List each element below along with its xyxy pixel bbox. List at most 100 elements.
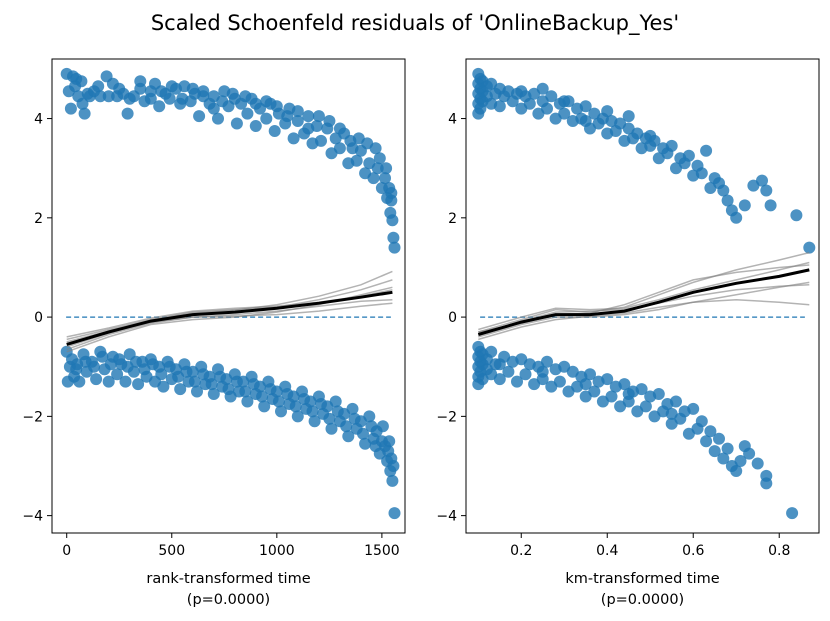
- residual-point: [197, 90, 210, 103]
- axes-frame: [51, 58, 406, 534]
- residual-point: [94, 90, 107, 103]
- residual-point: [165, 80, 178, 93]
- axes-frame: [465, 58, 820, 534]
- residual-point: [717, 452, 730, 465]
- y-tick-label: 2: [34, 211, 43, 227]
- residual-point: [222, 383, 235, 396]
- residual-point: [132, 378, 145, 391]
- residual-point: [536, 365, 549, 378]
- residual-point: [121, 360, 134, 373]
- residual-point: [493, 373, 506, 386]
- residual-point: [163, 360, 176, 373]
- residual-point: [519, 368, 532, 381]
- x-tick-label: 1500: [364, 543, 400, 559]
- residual-point: [695, 415, 708, 428]
- residual-point: [90, 373, 103, 386]
- plot-area: [60, 67, 401, 520]
- residual-point: [260, 95, 273, 108]
- residual-point: [373, 152, 386, 165]
- y-tick-label: 2: [448, 211, 457, 227]
- residual-point: [523, 97, 536, 110]
- residual-point: [348, 412, 361, 425]
- residual-point: [207, 102, 220, 115]
- rank-time-panel: 0 500 1000 1500 −4 −2 0 2 4 rank-transformed time…: [22, 58, 406, 608]
- residual-point: [291, 115, 304, 127]
- residual-point: [388, 507, 401, 520]
- residual-point: [241, 107, 254, 120]
- bootstrap-smooth-line: [66, 286, 393, 353]
- residual-point: [157, 380, 170, 393]
- residual-point: [155, 368, 168, 381]
- residual-point: [344, 134, 357, 147]
- residual-point: [579, 115, 592, 127]
- residual-point: [541, 102, 553, 115]
- residual-point: [601, 373, 614, 386]
- residual-point: [268, 125, 281, 137]
- residual-point: [256, 390, 269, 403]
- residual-point: [315, 398, 327, 410]
- residual-point: [260, 112, 273, 125]
- residual-point: [291, 410, 304, 423]
- residual-point: [700, 435, 713, 448]
- residual-point: [605, 390, 618, 403]
- residual-point: [306, 405, 319, 418]
- residual-point: [64, 102, 77, 115]
- main-smooth-line: [66, 290, 393, 346]
- residual-point: [174, 383, 187, 396]
- residual-point: [113, 82, 126, 95]
- residual-point: [315, 134, 327, 147]
- x-tick-label: 0.6: [682, 543, 704, 559]
- residual-point: [558, 107, 571, 120]
- bootstrap-smooth-line: [66, 298, 393, 351]
- residual-point: [713, 432, 725, 445]
- residual-point: [323, 412, 336, 425]
- main-smooth-line: [477, 268, 810, 336]
- residual-point: [70, 363, 83, 376]
- residual-point: [511, 375, 523, 388]
- residual-point: [111, 368, 124, 381]
- residual-point: [102, 375, 115, 388]
- residual-point: [333, 142, 346, 155]
- residual-point: [193, 110, 206, 123]
- residual-point: [79, 355, 92, 368]
- residual-point: [218, 85, 231, 98]
- residual-point: [197, 368, 210, 381]
- residual-point: [230, 375, 243, 388]
- residual-point: [357, 427, 369, 440]
- residual-point: [721, 194, 734, 207]
- residual-point: [153, 100, 166, 113]
- km-time-panel: 0.2 0.4 0.6 0.8 −4 −2 0 2 4 km-transformed time (p…: [436, 58, 820, 608]
- p-value-label: (p=0.0000): [601, 592, 684, 608]
- residual-point: [790, 209, 803, 222]
- residual-point: [163, 92, 176, 105]
- residual-point: [760, 477, 773, 490]
- residual-point: [230, 117, 243, 130]
- residual-point: [760, 184, 773, 197]
- residual-point: [382, 445, 395, 458]
- residual-point: [387, 460, 400, 472]
- residual-point: [281, 110, 294, 123]
- residual-point: [138, 363, 151, 376]
- residual-point: [644, 129, 657, 142]
- residual-point: [188, 375, 201, 388]
- residual-point: [743, 447, 756, 460]
- residual-point: [155, 85, 168, 98]
- residual-point: [239, 385, 252, 398]
- y-tick-label: 0: [448, 310, 457, 326]
- residual-point: [298, 393, 311, 405]
- x-tick-label: 0.4: [596, 543, 618, 559]
- residual-point: [308, 415, 321, 428]
- residual-point: [493, 100, 506, 113]
- residual-point: [83, 90, 96, 103]
- residual-point: [751, 457, 764, 470]
- residual-point: [639, 400, 652, 413]
- residual-point: [588, 385, 601, 398]
- residual-point: [717, 184, 730, 197]
- residual-point: [212, 112, 224, 125]
- residual-point: [764, 199, 777, 212]
- figure-title: Scaled Schoenfeld residuals of 'OnlineBa…: [151, 11, 679, 36]
- residual-point: [380, 162, 393, 175]
- residual-point: [618, 378, 631, 391]
- x-tick-label: 1000: [259, 543, 295, 559]
- residual-point: [134, 75, 147, 88]
